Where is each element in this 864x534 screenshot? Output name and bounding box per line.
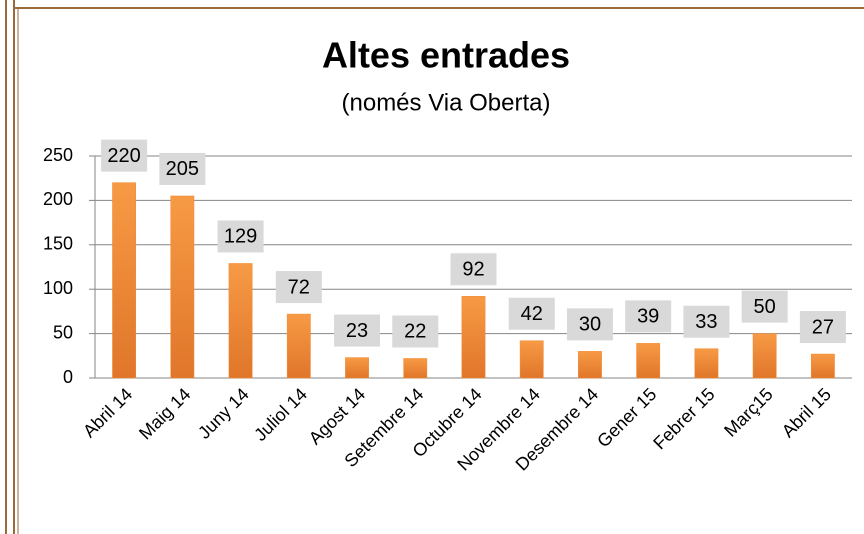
x-tick-label: Juny 14 xyxy=(194,384,253,443)
value-label: 39 xyxy=(637,306,659,328)
value-label-box xyxy=(741,290,788,323)
value-label-box xyxy=(683,305,730,338)
value-label: 129 xyxy=(224,226,257,248)
value-label-box xyxy=(159,152,206,185)
value-label: 205 xyxy=(166,158,199,180)
bar xyxy=(403,358,428,379)
value-label-box xyxy=(450,253,497,286)
x-tick-label: Maig 14 xyxy=(135,384,194,443)
value-label: 30 xyxy=(579,314,601,336)
y-tick-label: 0 xyxy=(63,367,73,387)
frame xyxy=(5,0,864,534)
value-label: 42 xyxy=(521,303,543,325)
value-label-box xyxy=(101,139,148,172)
value-label: 72 xyxy=(288,276,310,298)
value-label: 22 xyxy=(404,321,426,343)
value-label-box xyxy=(275,271,322,304)
x-tick-label: Febrer 15 xyxy=(649,384,718,453)
x-tick-label: Abril 14 xyxy=(79,384,136,441)
bar xyxy=(752,333,777,379)
value-label-box xyxy=(625,300,672,333)
value-label-box xyxy=(217,220,264,253)
y-tick-label: 50 xyxy=(53,322,73,342)
value-label: 33 xyxy=(695,311,717,333)
bar xyxy=(461,296,486,379)
bar xyxy=(228,263,253,379)
chart-subtitle: (només Via Oberta) xyxy=(342,89,551,116)
y-tick-label: 150 xyxy=(43,234,73,254)
x-tick-label: Juliol 14 xyxy=(250,384,311,445)
x-tick-label: Abril 15 xyxy=(778,384,835,441)
value-label: 220 xyxy=(107,145,140,167)
bar xyxy=(286,313,311,379)
bar xyxy=(345,357,369,379)
value-label: 50 xyxy=(754,296,776,318)
value-label-box xyxy=(799,311,846,344)
bar xyxy=(636,343,661,379)
y-tick-label: 100 xyxy=(43,278,73,298)
bar xyxy=(112,182,137,379)
value-label-box xyxy=(334,314,381,347)
value-label-box xyxy=(392,315,439,348)
chart-title: Altes entrades xyxy=(322,35,570,76)
bar xyxy=(810,353,835,379)
value-label: 27 xyxy=(812,316,834,338)
bar xyxy=(519,340,544,379)
value-label: 92 xyxy=(462,259,484,281)
y-tick-label: 250 xyxy=(43,145,73,165)
value-label-box xyxy=(508,297,555,330)
bar xyxy=(578,351,602,379)
x-tick-label: Març15 xyxy=(720,384,777,441)
bar xyxy=(694,348,719,379)
value-label: 23 xyxy=(346,320,368,342)
y-tick-label: 200 xyxy=(43,189,73,209)
value-label-box xyxy=(566,308,613,341)
bar xyxy=(170,195,195,379)
